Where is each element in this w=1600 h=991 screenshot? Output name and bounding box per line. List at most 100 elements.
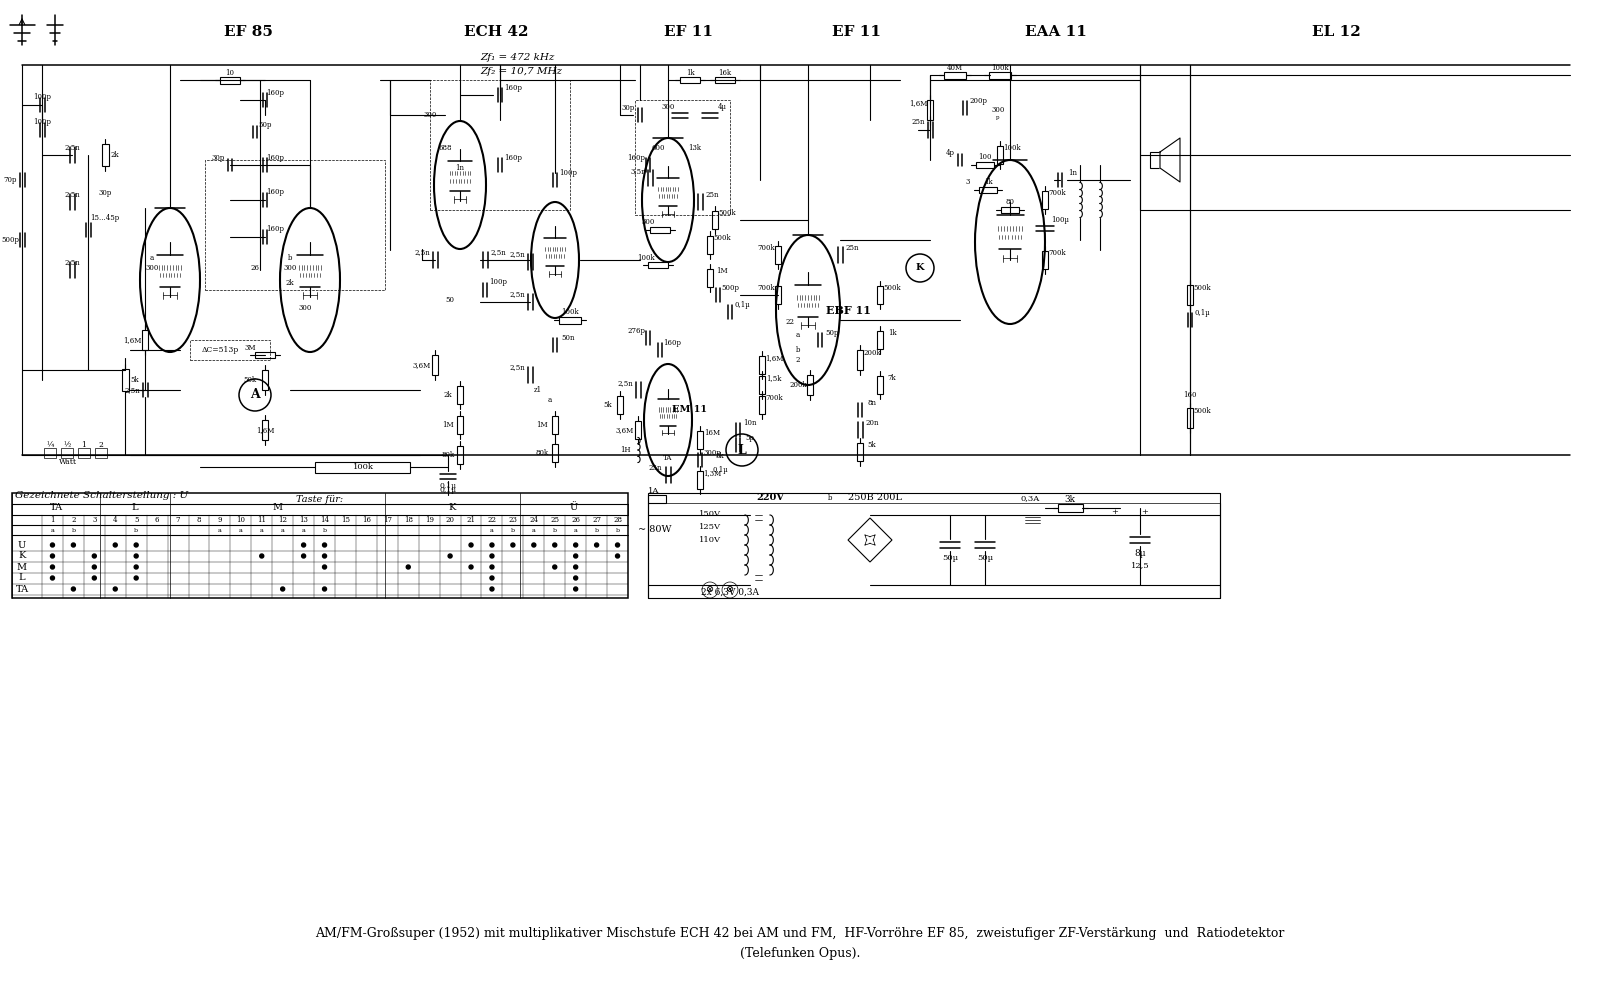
Text: 2,5n: 2,5n <box>125 386 139 394</box>
Text: +: + <box>1141 508 1149 516</box>
Text: 8: 8 <box>197 516 202 524</box>
Text: a: a <box>282 527 285 532</box>
Text: 16k: 16k <box>718 69 731 77</box>
Text: L: L <box>19 574 26 583</box>
Bar <box>61 448 74 458</box>
Text: 2,5n: 2,5n <box>64 258 80 266</box>
Text: 2,5n: 2,5n <box>509 250 525 258</box>
Circle shape <box>93 576 96 580</box>
Bar <box>552 416 558 434</box>
Bar <box>1002 207 1019 213</box>
Text: 2: 2 <box>99 441 104 449</box>
Text: 50: 50 <box>445 296 454 304</box>
Text: 0,1µ: 0,1µ <box>1194 309 1210 317</box>
Text: 50p: 50p <box>826 329 838 337</box>
Bar <box>877 331 883 349</box>
Bar <box>877 376 883 394</box>
Text: a: a <box>490 527 494 532</box>
Text: 500k: 500k <box>718 209 736 217</box>
Circle shape <box>259 554 264 558</box>
Text: A: A <box>250 388 259 401</box>
Bar <box>707 236 714 254</box>
Text: Gezeichnete Schalterstellung : U: Gezeichnete Schalterstellung : U <box>14 492 189 500</box>
Circle shape <box>114 587 117 591</box>
Circle shape <box>72 587 75 591</box>
Text: ⊗: ⊗ <box>726 586 734 595</box>
Text: 3: 3 <box>93 516 96 524</box>
Text: 27: 27 <box>592 516 602 524</box>
Text: 13k: 13k <box>688 144 701 152</box>
Text: 1n: 1n <box>1069 169 1077 177</box>
Text: 2k: 2k <box>443 391 453 399</box>
Text: 0,1µ: 0,1µ <box>440 486 456 494</box>
Text: 3,6M: 3,6M <box>413 361 430 369</box>
Bar <box>13 493 627 598</box>
Text: 300: 300 <box>642 218 654 226</box>
Text: 276p: 276p <box>627 327 645 335</box>
Text: b: b <box>552 527 557 532</box>
Text: 300: 300 <box>661 103 675 111</box>
Text: p: p <box>997 116 1000 121</box>
Text: 2,5n: 2,5n <box>64 190 80 198</box>
Text: 16: 16 <box>362 516 371 524</box>
Text: 50µ: 50µ <box>942 554 958 562</box>
Circle shape <box>616 554 619 558</box>
Text: EF 85: EF 85 <box>224 25 272 39</box>
Bar <box>648 495 666 503</box>
Bar <box>648 262 669 268</box>
Bar <box>635 100 730 215</box>
Text: 5k: 5k <box>715 452 725 460</box>
Circle shape <box>490 576 494 580</box>
Circle shape <box>134 543 138 547</box>
Text: 500k: 500k <box>1194 284 1211 292</box>
Text: EF 11: EF 11 <box>832 25 880 39</box>
Bar <box>78 448 90 458</box>
Text: 25: 25 <box>550 516 560 524</box>
Text: EF 11: EF 11 <box>664 25 712 39</box>
Text: 25n: 25n <box>706 191 718 199</box>
Circle shape <box>51 554 54 558</box>
Text: 19: 19 <box>424 516 434 524</box>
Text: EAA 11: EAA 11 <box>1026 25 1086 39</box>
Bar <box>558 316 581 323</box>
Bar <box>976 162 994 168</box>
Text: 10: 10 <box>226 69 235 77</box>
Circle shape <box>134 576 138 580</box>
Text: 12,5: 12,5 <box>1131 561 1149 569</box>
Text: 2k: 2k <box>286 279 294 287</box>
Text: 2,5n: 2,5n <box>618 379 634 387</box>
Text: 1M: 1M <box>717 267 728 275</box>
Text: 20n: 20n <box>866 419 878 427</box>
Circle shape <box>93 565 96 569</box>
Text: L: L <box>738 444 746 457</box>
Bar <box>926 100 933 120</box>
Text: 50µ: 50µ <box>978 554 994 562</box>
Text: 1,5k: 1,5k <box>766 374 782 382</box>
Text: 700k: 700k <box>1048 189 1066 197</box>
Text: +: + <box>1112 508 1118 516</box>
Text: 30p: 30p <box>211 154 224 162</box>
Text: 200p: 200p <box>970 97 987 105</box>
Text: K: K <box>18 552 26 561</box>
Circle shape <box>406 565 410 569</box>
Text: b: b <box>134 527 138 532</box>
Text: M: M <box>18 563 27 572</box>
Text: 110V: 110V <box>699 536 722 544</box>
Circle shape <box>574 576 578 580</box>
Text: 15...45p: 15...45p <box>90 214 120 222</box>
Text: 300p: 300p <box>702 449 722 457</box>
Text: 23: 23 <box>509 516 517 524</box>
Text: 26: 26 <box>571 516 581 524</box>
Text: 150V: 150V <box>699 510 722 518</box>
Text: 100k: 100k <box>352 463 373 471</box>
Bar <box>1150 152 1160 168</box>
Bar <box>715 77 734 83</box>
Text: 1H: 1H <box>619 446 630 454</box>
Text: 50k: 50k <box>243 376 256 384</box>
Text: 70p: 70p <box>3 176 16 184</box>
Bar <box>432 355 438 375</box>
Bar <box>1058 504 1083 512</box>
Bar <box>618 396 622 414</box>
Text: 28: 28 <box>613 516 622 524</box>
Text: 0,1µ: 0,1µ <box>440 482 456 490</box>
